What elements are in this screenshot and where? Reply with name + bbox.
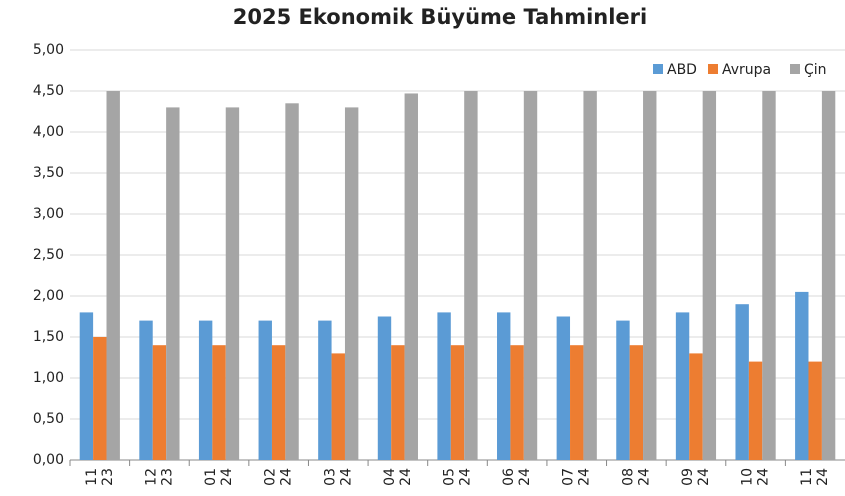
x-tick-label: 01	[203, 468, 219, 486]
legend-swatch	[653, 64, 663, 74]
bar	[702, 91, 717, 460]
bar	[570, 345, 584, 460]
x-tick-label: 09	[680, 468, 696, 486]
bar	[464, 91, 478, 460]
y-tick-label: 0,50	[33, 411, 64, 427]
x-tick-label: 24	[756, 468, 772, 486]
x-tick-label: 24	[219, 468, 235, 486]
bar	[556, 316, 571, 460]
x-tick-label: 11	[799, 468, 815, 486]
x-tick-label: 07	[561, 468, 577, 486]
x-tick-label: 12	[143, 468, 159, 486]
y-tick-label: 4,00	[33, 124, 64, 140]
x-tick-label: 11	[84, 468, 100, 486]
bar	[258, 320, 272, 460]
bar	[404, 93, 418, 461]
y-tick-label: 3,50	[33, 165, 64, 181]
y-tick-label: 4,50	[33, 83, 64, 99]
legend-swatch	[708, 64, 718, 74]
x-tick-label: 24	[517, 468, 533, 486]
y-tick-label: 1,00	[33, 370, 64, 386]
bar	[377, 316, 392, 460]
x-tick-label: 08	[620, 468, 636, 486]
x-tick-label: 24	[398, 468, 414, 486]
bar	[437, 312, 451, 460]
bar	[821, 91, 836, 460]
bar	[523, 91, 538, 460]
y-tick-label: 1,50	[33, 329, 64, 345]
bar	[616, 320, 630, 460]
bar	[198, 320, 213, 460]
bar	[225, 107, 240, 461]
bar	[583, 91, 597, 460]
bar	[331, 353, 345, 460]
y-tick-label: 2,50	[33, 247, 64, 263]
bar	[497, 312, 511, 460]
bar	[675, 312, 690, 460]
y-tick-label: 0,00	[33, 452, 64, 468]
bar	[762, 91, 776, 460]
legend-label: ABD	[667, 62, 697, 78]
bar	[391, 345, 405, 460]
x-tick-label: 04	[382, 468, 398, 486]
x-tick-label: 24	[815, 468, 831, 486]
x-tick-label: 24	[279, 468, 295, 486]
x-tick-label: 02	[263, 468, 279, 486]
x-tick-label: 24	[636, 468, 652, 486]
bar	[93, 337, 107, 460]
bar	[735, 304, 749, 460]
bar	[271, 345, 286, 460]
y-tick-label: 2,00	[33, 288, 64, 304]
legend-label: Avrupa	[722, 62, 771, 78]
chart-title: 2025 Ekonomik Büyüme Tahminleri	[233, 5, 647, 29]
x-tick-label: 05	[442, 468, 458, 486]
y-tick-label: 5,00	[33, 42, 64, 58]
bar	[510, 345, 524, 460]
x-tick-label: 10	[740, 468, 756, 486]
x-tick-label: 24	[696, 468, 712, 486]
bar	[748, 361, 763, 460]
x-tick-label: 24	[458, 468, 474, 486]
x-tick-label: 24	[338, 468, 354, 486]
bar	[79, 312, 94, 460]
bar	[285, 103, 299, 461]
bar	[166, 107, 180, 461]
bar	[689, 353, 703, 460]
x-tick-label: 23	[100, 468, 116, 486]
legend-swatch	[790, 64, 800, 74]
bar	[808, 361, 822, 460]
legend-label: Çin	[804, 62, 827, 78]
x-tick-label: 23	[159, 468, 175, 486]
x-tick-label: 03	[322, 468, 338, 486]
bar	[318, 320, 332, 460]
bar	[212, 345, 226, 460]
bar	[629, 345, 644, 460]
x-tick-label: 06	[501, 468, 517, 486]
bar	[450, 345, 465, 460]
y-tick-label: 3,00	[33, 206, 64, 222]
bar	[139, 320, 153, 460]
x-tick-label: 24	[577, 468, 593, 486]
bar	[152, 345, 167, 460]
bar	[795, 291, 809, 460]
bar	[344, 107, 359, 461]
bar	[643, 91, 657, 460]
bar	[106, 91, 120, 460]
